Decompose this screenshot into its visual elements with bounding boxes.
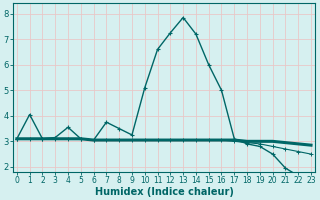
X-axis label: Humidex (Indice chaleur): Humidex (Indice chaleur) xyxy=(94,187,233,197)
